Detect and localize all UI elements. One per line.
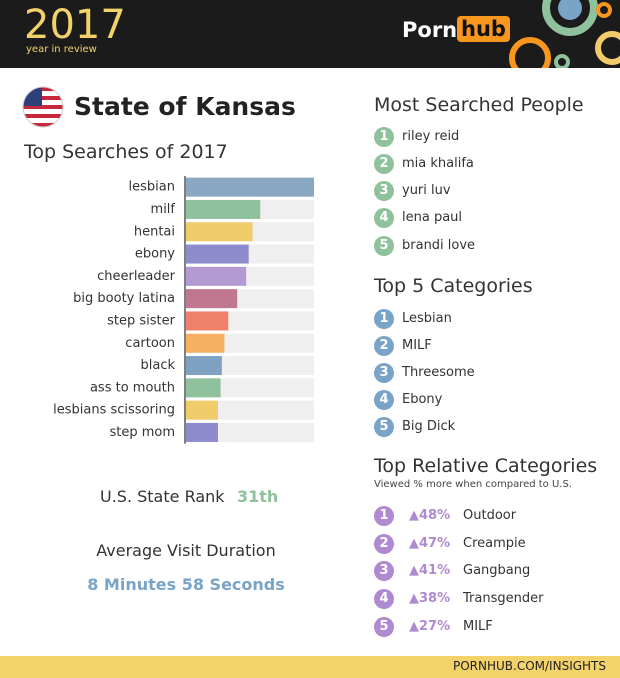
item-name: lena paul xyxy=(402,210,463,225)
change: ▲27% xyxy=(409,619,451,634)
item-name: Outdoor xyxy=(463,508,517,523)
rank-badge: 1 xyxy=(374,309,394,329)
relative-title: Top Relative Categories xyxy=(374,455,598,477)
change: ▲38% xyxy=(409,591,451,606)
chart-title: Top Searches of 2017 xyxy=(24,141,228,163)
rank-badge: 1 xyxy=(374,506,394,526)
rank-badge: 5 xyxy=(374,236,394,256)
category-label: black xyxy=(140,358,175,373)
item-name: Gangbang xyxy=(463,563,531,578)
rank-label: U.S. State Rank xyxy=(100,487,225,506)
rank-badge: 4 xyxy=(374,208,394,228)
item-name: riley reid xyxy=(402,129,460,144)
bar xyxy=(186,400,218,420)
change: ▲41% xyxy=(409,563,451,578)
duration-value: 8 Minutes 58 Seconds xyxy=(87,575,285,594)
item-name: mia khalifa xyxy=(402,156,474,171)
category-label: lesbians scissoring xyxy=(53,403,175,418)
category-label: milf xyxy=(151,202,176,217)
category-label: cartoon xyxy=(125,336,175,351)
item-name: Ebony xyxy=(402,392,443,407)
header-band xyxy=(0,0,620,68)
category-label: step mom xyxy=(109,425,175,440)
rank-badge: 4 xyxy=(374,589,394,609)
category-label: ass to mouth xyxy=(90,380,175,395)
item-name: Threesome xyxy=(402,365,475,380)
item-name: Creampie xyxy=(463,536,526,551)
rank-badge: 5 xyxy=(374,417,394,437)
rank-badge: 4 xyxy=(374,390,394,410)
rank-badge: 2 xyxy=(374,336,394,356)
bar xyxy=(186,378,221,398)
footer: PORNHUB.COM/INSIGHTS xyxy=(452,659,606,673)
rank-value: 31th xyxy=(237,487,279,506)
year-subtitle: year in review xyxy=(26,44,97,55)
item-name: Transgender xyxy=(463,591,544,606)
bar xyxy=(186,177,314,197)
footer-band xyxy=(0,656,620,678)
state-title: State of Kansas xyxy=(74,92,296,121)
bar xyxy=(186,422,218,442)
change: ▲48% xyxy=(409,508,451,523)
item-name: MILF xyxy=(463,619,493,634)
bar xyxy=(186,356,222,376)
item-name: yuri luv xyxy=(402,183,451,198)
bar xyxy=(186,266,247,286)
change: ▲47% xyxy=(409,536,451,551)
relative-subtitle: Viewed % more when compared to U.S. xyxy=(374,479,573,490)
category-label: big booty latina xyxy=(73,291,175,306)
people-title: Most Searched People xyxy=(374,94,584,116)
category-label: ebony xyxy=(135,247,175,262)
bar xyxy=(186,333,225,353)
item-name: MILF xyxy=(402,338,432,353)
duration-label: Average Visit Duration xyxy=(96,541,276,560)
logo-left: Porn xyxy=(402,18,458,42)
year: 2017 xyxy=(24,2,126,48)
categories-title: Top 5 Categories xyxy=(374,275,533,297)
bar-chart: lesbian milf hentai ebony cheerleader big boo… xyxy=(53,176,314,444)
rank-badge: 2 xyxy=(374,154,394,174)
rank-badge: 5 xyxy=(374,617,394,637)
category-label: step sister xyxy=(107,313,176,328)
category-label: lesbian xyxy=(129,180,175,195)
rank-badge: 3 xyxy=(374,561,394,581)
item-name: Big Dick xyxy=(402,419,456,434)
bar xyxy=(186,244,249,264)
logo-right: hub xyxy=(457,16,510,42)
item-name: Lesbian xyxy=(402,311,452,326)
rank-badge: 1 xyxy=(374,127,394,147)
bar xyxy=(186,289,238,309)
bar xyxy=(186,311,229,331)
bar xyxy=(186,222,253,242)
category-label: cheerleader xyxy=(97,269,176,284)
rank-badge: 3 xyxy=(374,363,394,383)
decoration xyxy=(509,0,620,68)
rank-badge: 2 xyxy=(374,534,394,554)
item-name: brandi love xyxy=(402,238,476,253)
rank-badge: 3 xyxy=(374,181,394,201)
category-label: hentai xyxy=(134,224,175,239)
bar xyxy=(186,199,261,219)
flag xyxy=(22,86,64,128)
